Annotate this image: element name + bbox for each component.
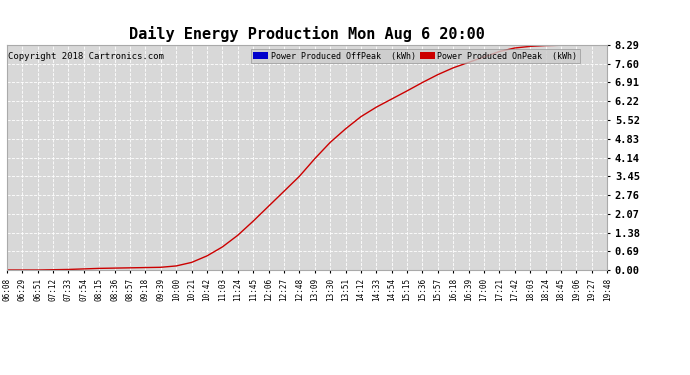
Title: Daily Energy Production Mon Aug 6 20:00: Daily Energy Production Mon Aug 6 20:00 [129, 27, 485, 42]
Text: Copyright 2018 Cartronics.com: Copyright 2018 Cartronics.com [8, 52, 164, 61]
Legend: Power Produced OffPeak  (kWh), Power Produced OnPeak  (kWh): Power Produced OffPeak (kWh), Power Prod… [250, 49, 580, 63]
